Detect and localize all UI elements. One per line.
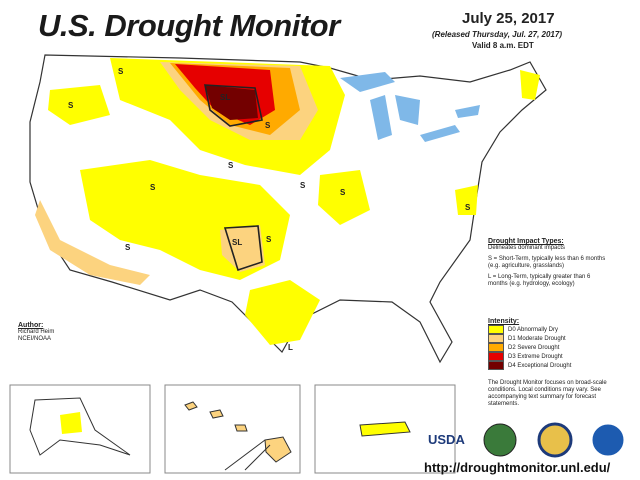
title: U.S. Drought Monitor	[38, 8, 340, 43]
legend-swatch	[488, 334, 504, 343]
hawaii-pointer	[224, 439, 271, 471]
map-label: S	[228, 161, 234, 170]
legend-row: D1 Moderate Drought	[488, 334, 608, 343]
url: http://droughtmonitor.unl.edu/	[424, 460, 611, 475]
map-label: SL	[220, 93, 230, 102]
author-name: Richard Heim	[18, 329, 55, 335]
impact-legend: Drought Impact Types: Delineates dominan…	[488, 238, 608, 288]
legend-swatch	[488, 343, 504, 352]
valid: Valid 8 a.m. EDT	[472, 41, 534, 50]
note: The Drought Monitor focuses on broad-sca…	[488, 380, 607, 407]
legend-label: D2 Severe Drought	[508, 344, 560, 351]
legend-swatch	[488, 361, 504, 370]
map-label: S	[150, 183, 156, 192]
map-label: S	[300, 181, 306, 190]
legend-row: D4 Exceptional Drought	[488, 361, 608, 370]
legend-swatch	[488, 325, 504, 334]
date: July 25, 2017	[462, 10, 555, 27]
intensity-heading: Intensity:	[488, 318, 520, 325]
puerto-rico	[359, 421, 411, 437]
map-label: S	[265, 121, 271, 130]
map-label: S	[125, 243, 131, 252]
legend-label: D0 Abnormally Dry	[508, 326, 559, 333]
intensity-legend: Intensity: D0 Abnormally Dry D1 Moderate …	[488, 318, 608, 370]
legend-swatch	[488, 352, 504, 361]
map-label: SL	[232, 238, 242, 247]
legend-label: D4 Exceptional Drought	[508, 362, 572, 369]
impact-long: L = Long-Term, typically greater than 6 …	[488, 274, 591, 287]
map-label: S	[118, 67, 124, 76]
logo	[483, 423, 517, 457]
legend-row: D0 Abnormally Dry	[488, 325, 608, 334]
legend-label: D3 Extreme Drought	[508, 353, 563, 360]
legend-row: D2 Severe Drought	[488, 343, 608, 352]
impact-short: S = Short-Term, typically less than 6 mo…	[488, 256, 606, 269]
map-label: S	[465, 203, 471, 212]
logo	[591, 423, 625, 457]
released: (Released Thursday, Jul. 27, 2017)	[432, 30, 562, 39]
hawaii	[184, 401, 292, 463]
impact-heading: Drought Impact Types:	[488, 238, 564, 245]
drought-areas	[35, 58, 540, 345]
us-outline	[29, 54, 547, 364]
logo	[537, 422, 573, 458]
agency: USDA	[428, 432, 465, 447]
impact-boundary	[204, 84, 263, 272]
impact-delineates: Delineates dominant impacts	[488, 245, 566, 251]
legend-row: D3 Extreme Drought	[488, 352, 608, 361]
author-heading: Author:	[18, 322, 44, 329]
author-org: NCEI/NOAA	[18, 336, 52, 342]
map-label: S	[340, 188, 346, 197]
map-label: L	[288, 343, 293, 352]
map-label: S	[68, 101, 74, 110]
map-label: S	[266, 235, 272, 244]
legend-label: D1 Moderate Drought	[508, 335, 566, 342]
great-lakes	[340, 72, 480, 142]
alaska-drought	[60, 412, 82, 434]
author-block: Author: Richard Heim NCEI/NOAA	[18, 322, 54, 343]
